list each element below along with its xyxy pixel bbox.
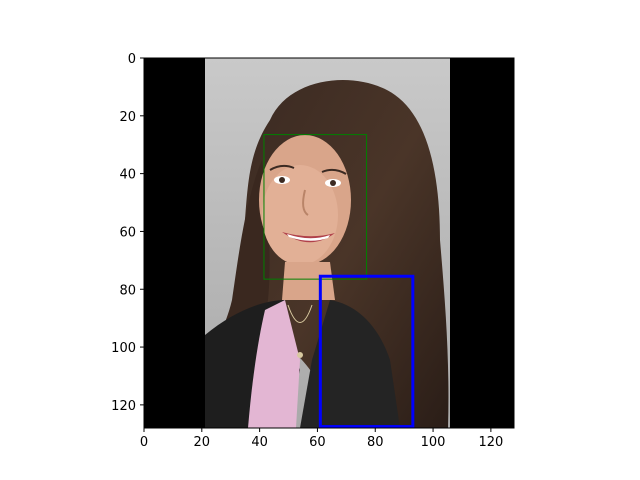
x-tick-label: 80 xyxy=(367,435,384,450)
y-tick-label: 0 xyxy=(128,52,136,67)
x-tick-label: 120 xyxy=(478,435,503,450)
y-tick-label: 20 xyxy=(119,110,136,125)
bounding-box-blue xyxy=(318,274,415,429)
y-tick-label: 60 xyxy=(119,225,136,240)
x-axis: 0 20 40 60 80 100 120 xyxy=(140,428,503,450)
x-tick-label: 20 xyxy=(194,435,211,450)
bounding-box-green xyxy=(263,134,368,280)
x-tick-label: 60 xyxy=(309,435,326,450)
y-tick-label: 100 xyxy=(111,341,136,356)
axes-area xyxy=(143,57,515,429)
y-tick-label: 80 xyxy=(119,283,136,298)
x-tick-label: 100 xyxy=(421,435,446,450)
x-tick-label: 40 xyxy=(251,435,268,450)
x-tick-label: 0 xyxy=(140,435,148,450)
portrait-photo xyxy=(205,58,450,428)
y-tick-label: 40 xyxy=(119,168,136,183)
y-axis: 0 20 40 60 80 100 120 xyxy=(111,52,144,414)
axes-frame xyxy=(143,57,515,429)
y-tick-label: 120 xyxy=(111,399,136,414)
